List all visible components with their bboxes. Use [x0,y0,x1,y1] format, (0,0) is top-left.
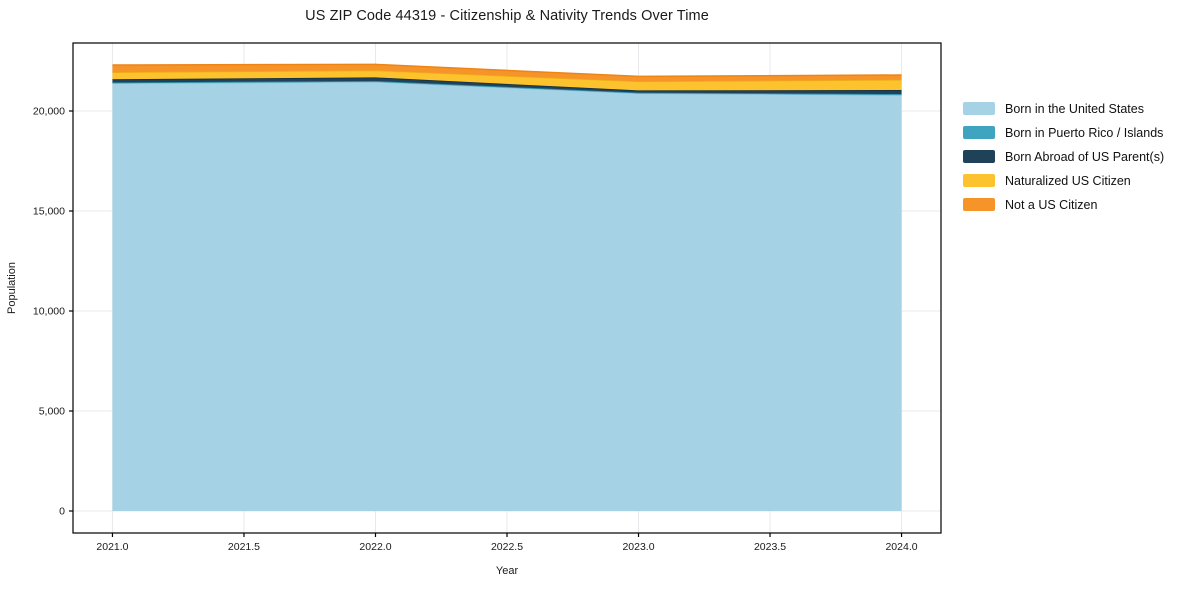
legend-item: Born in the United States [963,100,1164,117]
area-series-4-edge [112,63,902,78]
legend-swatch-icon [963,198,995,211]
legend-label: Not a US Citizen [1005,197,1098,212]
y-tick-label: 10,000 [33,306,65,318]
chart-title: US ZIP Code 44319 - Citizenship & Nativi… [305,8,709,24]
x-axis-label: Year [496,565,519,577]
x-tick-label: 2021.5 [228,541,260,553]
legend-swatch-icon [963,174,995,187]
x-tick-label: 2024.0 [885,541,917,553]
legend-item: Not a US Citizen [963,196,1164,213]
legend-item: Born Abroad of US Parent(s) [963,148,1164,165]
area-series-0 [112,81,902,512]
y-tick-label: 5,000 [39,406,65,418]
area-series-4 [112,64,902,82]
x-tick-label: 2023.0 [622,541,654,553]
legend-label: Born Abroad of US Parent(s) [1005,149,1165,164]
area-series-2 [112,77,902,94]
legend-swatch-icon [963,102,995,115]
legend: Born in the United States Born in Puerto … [963,100,1164,213]
legend-label: Born in the United States [1005,101,1144,116]
legend-label: Born in Puerto Rico / Islands [1005,125,1164,140]
y-tick-label: 20,000 [33,106,65,118]
y-tick-label: 15,000 [33,206,65,218]
legend-item: Born in Puerto Rico / Islands [963,124,1164,141]
x-tick-label: 2022.0 [359,541,391,553]
x-tick-label: 2022.5 [491,541,523,553]
legend-swatch-icon [963,150,995,163]
x-tick-label: 2023.5 [754,541,786,553]
x-tick-label: 2021.0 [96,541,128,553]
y-axis-label: Population [6,262,18,314]
legend-label: Naturalized US Citizen [1005,173,1131,188]
legend-swatch-icon [963,126,995,139]
legend-item: Naturalized US Citizen [963,172,1164,189]
area-series-3 [112,70,902,91]
y-tick-label: 0 [59,506,65,518]
